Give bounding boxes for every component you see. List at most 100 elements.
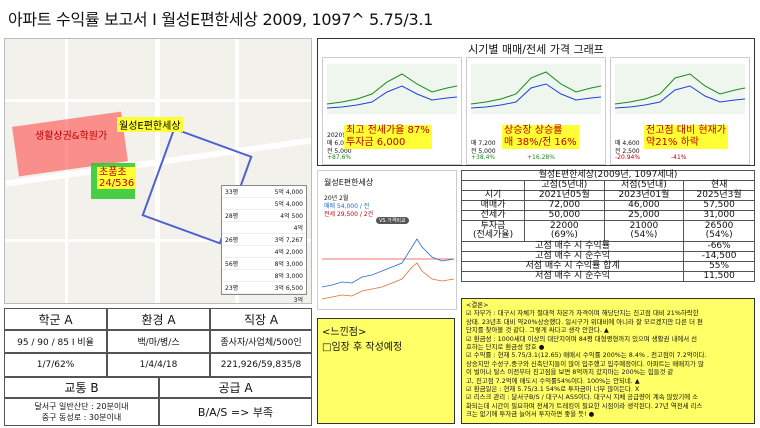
app-chart-plot bbox=[322, 238, 454, 300]
table-head2-1: 2021년05월 bbox=[524, 190, 605, 201]
table-head2-2: 2023년01월 bbox=[603, 190, 685, 201]
legend-row: 4억 bbox=[222, 222, 306, 234]
legend-row: 33평 5억 4,000 bbox=[222, 186, 306, 198]
map-price-legend: 33평 5억 4,000 5억 4,000 28평 4억 500 4억 26평 3억 7,26… bbox=[221, 185, 307, 303]
table-row-invest-now: 26500 (54%) bbox=[683, 220, 755, 242]
legend-size: 33평 bbox=[225, 189, 239, 196]
chart-panel-title: 시기별 매매/전세 가격 그래프 bbox=[468, 43, 604, 56]
conclusion-line: 화되는데 시간이 필요하며 전세가 트레킹이 필요한 시점이라 생각된다. 27… bbox=[466, 401, 703, 410]
summary-label-0: 고점 매수 시 수익률 bbox=[460, 241, 685, 252]
conclusion-line: 단지를 찾아볼 것 같다. 그렇게 싸다고 생각 안한다. ▲ bbox=[466, 326, 609, 335]
legend-price: 8억 3,000 bbox=[274, 261, 303, 268]
app-price-chart[interactable]: 월성E편한세상 20년 2월 매매 54,000 / 전 전세 29,500 /… bbox=[317, 170, 457, 310]
conclusion-line: <결론> bbox=[466, 301, 489, 309]
conclusion-line: ☑ 수익률 : 현재 5.75/3.1(12.65) 매매시 수익률 200%는… bbox=[466, 351, 707, 360]
legend-price: 5억 4,000 bbox=[274, 189, 303, 196]
supply-grade: 공급 A bbox=[159, 377, 312, 398]
summary-value-0: -66% bbox=[683, 241, 755, 252]
mini-3-change-rent: -41% bbox=[671, 154, 687, 161]
legend-row: 23평 3억 6,500 bbox=[222, 282, 306, 294]
summary-label-1: 고점 매수 시 순수익 bbox=[460, 251, 685, 262]
mini-chart-2-plot bbox=[471, 64, 601, 114]
callout-3: 전고점 대비 현재가 약21% 하락 bbox=[644, 125, 728, 149]
table-row-sale-high: 72,000 bbox=[524, 200, 605, 211]
legend-row: 5억 4,000 bbox=[222, 198, 306, 210]
legend-row: 8억 3,000 bbox=[222, 270, 306, 282]
summary-label-3: 저점 매수 시 순수익 bbox=[460, 271, 685, 282]
env-line2: 1/4/4/18 bbox=[107, 353, 210, 377]
conclusion-line: ☑ 환금성 : 1000세대 이상의 대단지이며 84평 대형평형까지 있으며 … bbox=[466, 334, 698, 343]
table-head1-0 bbox=[460, 180, 526, 191]
conclusion-line: 상승지만 수성구,중구와 신축단지들이 많이 입주했고 입주예정이다. 아파트는… bbox=[466, 359, 704, 368]
app-complex-name: 월성E편한세상 bbox=[324, 178, 374, 187]
mini-2-change-sale: +38.4% bbox=[471, 154, 496, 161]
school-label: 초품초 24/536 bbox=[97, 167, 137, 189]
life-zone-label: 생활상권&학원가 bbox=[35, 131, 108, 142]
table-row-invest-label: 투자금 (전세가율) bbox=[460, 220, 526, 242]
school-line2: 1/7/62% bbox=[4, 353, 107, 377]
table-head2-3: 2025년3월 bbox=[683, 190, 755, 201]
price-summary-table: 월성E편한세상(2009년, 1097세대) 고점(5년내) 저점(5년내) 현… bbox=[460, 170, 755, 294]
mini-3-sale: 매 4,600 bbox=[615, 140, 640, 147]
mini-chart-1-plot bbox=[327, 64, 457, 114]
map[interactable]: 생활상권&학원가 월성E편한세상 초품초 24/536 33평 5억 4,000 5… bbox=[4, 38, 312, 304]
legend-row: 56평 8억 3,000 bbox=[222, 258, 306, 270]
transport-detail: 달서구 일반산단 : 20분이내 중구 동성로 : 30분이내 bbox=[4, 398, 159, 426]
mini-2-sale: 매 7,200 bbox=[471, 140, 496, 147]
legend-price: 5억 4,000 bbox=[274, 201, 303, 208]
transport-grade: 교통 B bbox=[4, 377, 159, 398]
app-compare-button[interactable]: VS 가격비교 bbox=[376, 217, 409, 224]
app-sale: 매매 54,000 / 전 bbox=[324, 203, 370, 210]
legend-row: 3억 bbox=[222, 294, 306, 304]
legend-price: 3억 7,267 bbox=[274, 237, 303, 244]
legend-size: 56평 bbox=[225, 261, 239, 268]
summary-value-3: 11,500 bbox=[683, 271, 755, 282]
table-head2-0: 시기 bbox=[460, 190, 526, 201]
school-grade: 학군 A bbox=[4, 308, 107, 330]
summary-value-1: -14,500 bbox=[683, 251, 755, 262]
legend-price: 3억 bbox=[293, 297, 303, 304]
complex-label: 월성E편한세상 bbox=[117, 117, 183, 132]
table-row-rent-label: 전세가 bbox=[460, 210, 526, 221]
table-row-invest-low: 21000 (54%) bbox=[603, 220, 685, 242]
mini-chart-3-plot bbox=[615, 64, 745, 114]
mini-2-rent: 전 5,000 bbox=[471, 148, 496, 155]
job-line2: 221,926/59,835/8 bbox=[210, 353, 312, 377]
mini-3-change-sale: -20.94% bbox=[615, 154, 641, 161]
mini-2-change-rent: +16.28% bbox=[527, 154, 555, 161]
legend-price: 4억 500 bbox=[280, 213, 303, 220]
legend-size: 26평 bbox=[225, 237, 239, 244]
conclusion-note: <결론> ☑ 자부가 : 대구시 자체가 절대적 자본가 자격이며 해당단지는 진… bbox=[461, 298, 755, 424]
info-grid: 학군 A 환경 A 직장 A 95 / 90 / 85 I 비율 백/마/병/스… bbox=[4, 308, 312, 426]
conclusion-line: 상태. 23년초 대비 약20%상승했다. 일시구가 위대비에 아니라 잘 모르… bbox=[466, 317, 703, 326]
price-chart-panel: 시기별 매매/전세 가격 그래프 2020년 05월 매 6,000 전 5,0… bbox=[317, 38, 755, 166]
impressions-body: □임장 후 작성예정 bbox=[322, 342, 403, 353]
supply-detail: B/A/S => 부족 bbox=[159, 398, 312, 426]
app-rent: 전세 29,500 / 2건 bbox=[324, 211, 374, 218]
mini-1-rent: 전 5,000 bbox=[327, 148, 352, 155]
mini-1-change: +87.6% bbox=[327, 154, 352, 161]
impressions-note: <느낀점> □임장 후 작성예정 bbox=[317, 318, 455, 424]
legend-row: 4억 2,000 bbox=[222, 246, 306, 258]
impressions-title: <느낀점> bbox=[322, 327, 367, 338]
legend-price: 4억 2,000 bbox=[274, 249, 303, 256]
table-row-rent-now: 31,000 bbox=[683, 210, 755, 221]
job-line1: 종사자/사업체/500인 bbox=[210, 330, 312, 353]
school-line1: 95 / 90 / 85 I 비율 bbox=[4, 330, 107, 353]
callout-2: 상승장 상승률 매 38%/전 16% bbox=[502, 125, 579, 149]
summary-label-2: 저점 매수 시 수익률 합계 bbox=[460, 261, 685, 272]
table-head1-1: 고점(5년내) bbox=[524, 180, 605, 191]
legend-price: 8억 3,000 bbox=[274, 273, 303, 280]
env-line1: 백/마/병/스 bbox=[107, 330, 210, 353]
table-head1-2: 저점(5년내) bbox=[603, 180, 685, 191]
legend-size: 23평 bbox=[225, 285, 239, 292]
legend-price: 4억 bbox=[293, 225, 303, 232]
table-row-invest-high: 22000 (69%) bbox=[524, 220, 605, 242]
table-row-sale-now: 57,500 bbox=[683, 200, 755, 211]
env-grade: 환경 A bbox=[107, 308, 210, 330]
callout-1: 최고 전세가율 87% 투자금 6,000 bbox=[344, 125, 432, 149]
conclusion-line: ☑ 리스크 관리 : 달서구B/S / 대구시 ASS이다. 대구시 지체 공급… bbox=[466, 393, 699, 402]
conclusion-line: 크는 없기에 투자금 늘어서 투자하면 좋을 듯! ● bbox=[466, 410, 595, 419]
mini-1-sale: 매 6,000 bbox=[327, 140, 352, 147]
table-row-sale-low: 46,000 bbox=[603, 200, 685, 211]
